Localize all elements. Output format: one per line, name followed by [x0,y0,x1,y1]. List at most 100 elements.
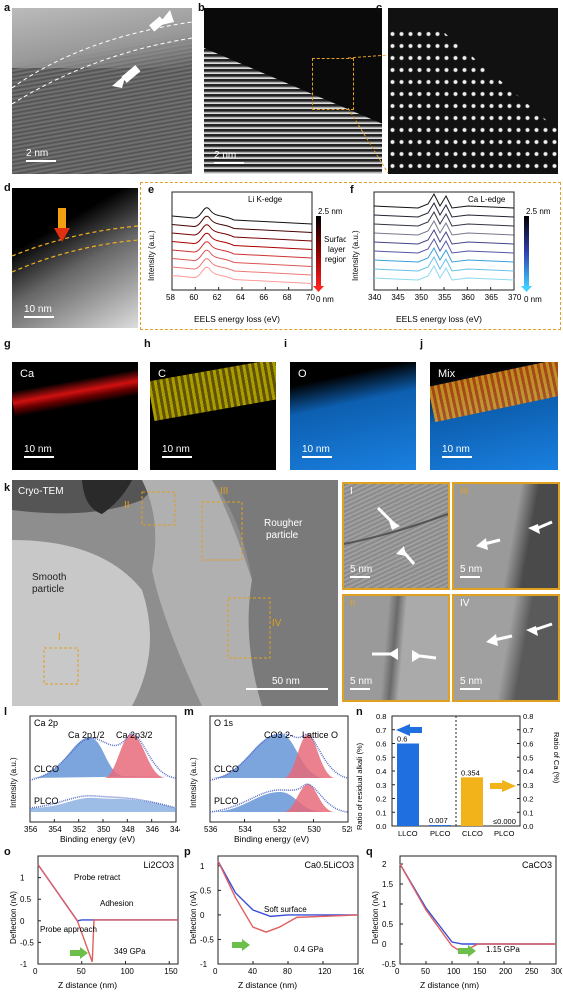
x-tick-label: 300 [551,967,562,976]
y-tick-label: 0 [200,911,205,920]
afm-title: Ca0.5LiCO3 [304,860,354,870]
afm-annotation: 1.15 GPa [486,945,520,954]
y-tick-label: 0.5 [382,920,394,929]
region-III-label: III [220,486,229,497]
bar-value-label: 0.007 [429,816,448,825]
region-I-label: I [58,632,61,643]
xps-m-peak1: CO3 2- [264,730,293,740]
bar-category-label: CLCO [462,829,483,838]
map-mix-label: Mix [438,368,456,380]
xps-l-xlabel: Binding energy (eV) [60,834,135,844]
afm-annotation: Adhesion [100,899,133,908]
eels-f-ylabel: Intensity (a.u.) [351,230,360,281]
afm-series-1 [399,863,556,953]
y-tick-label: -1 [200,960,208,969]
y-tick-label: -0.5 [200,935,214,944]
y2-tick-label: 0.7 [523,726,533,735]
y-tick-label: 0.0 [376,822,386,831]
afm-chart-q: 05010015020025030021.510.50-0.5CaCO3Defl… [371,855,562,990]
y-tick-label: 0.1 [376,808,386,817]
panel-label-f: f [350,184,354,196]
x-tick-label: 40 [248,967,257,976]
y-tick-label: 0.4 [376,767,386,776]
plot-frame [399,855,557,965]
tick-label: 352 [73,825,87,834]
bar-value-label: 0.354 [461,768,480,777]
afm-ylabel: Deflection (nA) [371,891,380,944]
y-tick-label: 0 [20,917,25,926]
y2-tick-label: 0.2 [523,795,533,804]
xps-m-row1: CLCO [214,764,239,774]
scalebar-kI: 5 nm [350,564,372,578]
tick-label: 360 [461,293,475,302]
eels-f-spectrum [373,255,515,272]
tem-image-a: 2 nm [12,8,192,174]
arrow-right-icon [502,780,516,792]
green-arrow-icon [70,950,80,956]
eels-e-spectrum [171,266,313,284]
xps-l-title: Ca 2p [34,718,58,728]
bar-value-label: 0.6 [397,735,407,744]
y2-tick-label: 0.3 [523,781,533,790]
y-tick-label: 0.3 [376,781,386,790]
tick-label: 58 [166,293,175,302]
panel-label-i: i [284,338,288,350]
tick-label: 348 [121,825,135,834]
smooth-label-2: particle [32,584,65,595]
bar-llco-0 [397,743,419,826]
panel-label-j: j [420,338,424,350]
x-tick-label: 0 [395,967,400,976]
zoom-panel-III: III 5 nm [452,482,560,590]
rough-label-2: particle [266,530,299,541]
zoom-panel-II: II 5 nm [342,594,450,702]
tick-label: 528 [342,825,352,834]
scalebar-a: 2 nm [26,148,56,162]
tick-label: 70 [306,293,315,302]
x-tick-label: 100 [447,967,461,976]
map-c-label: C [158,368,166,380]
afm-annotation: Probe retract [74,873,121,882]
y-tick-label: 0.5 [376,753,386,762]
x-tick-label: 150 [473,967,487,976]
zoom-box-b [312,58,354,110]
cryo-tem-image: Cryo-TEM Smooth particle Rougher particl… [12,480,338,706]
zoom-label-IV: IV [460,598,470,609]
bar-category-label: PLCO [494,829,515,838]
eels-f-spectrum [373,228,515,245]
x-tick-label: 50 [421,967,430,976]
tick-label: 370 [508,293,522,302]
eels-chart-f: Intensity (a.u.) Ca L-edge 340 345 350 355 3… [351,191,551,324]
eels-f-spectrum [373,192,515,209]
afm-series-1 [37,864,178,963]
eels-e-note-2: layer [328,245,346,254]
tick-label: 345 [391,293,405,302]
xps-chart-l: Ca 2p Ca 2p1/2 Ca 2p3/2 CLCO PLCO Intens… [9,715,180,844]
eels-f-spectrum [373,264,515,281]
xps-m-row2: PLCO [214,796,239,806]
y2-tick-label: 0.4 [523,767,533,776]
y2-tick-label: 0.8 [523,712,533,721]
eels-e-bar-bottom: 0 nm [316,295,334,304]
afm-series-1 [217,860,359,933]
afm-ylabel: Deflection (nA) [9,891,18,944]
panel-label-k: k [4,482,11,494]
zoom-label-III: III [460,486,469,497]
green-arrow-head [468,945,476,957]
y-tick-label: 0 [382,940,387,949]
afm-xlabel: Z distance (nm) [238,980,297,990]
eels-f-bar-top: 2.5 nm [526,207,551,216]
y-tick-label: 0.5 [200,886,212,895]
rough-label-1: Rougher [264,518,303,529]
panel-label-c: c [376,2,383,14]
scalebar-d: 10 nm [24,304,54,318]
green-arrow-head [242,939,250,951]
tick-label: 64 [236,293,245,302]
tick-label: 350 [415,293,429,302]
panel-label-d: d [4,182,11,194]
eels-e-spectrum [171,258,313,276]
bar-chart-n: 0.6 LLCO 0.007 PLCO 0.354 CLCO ≤0.000 PLCO 0.0 0… [355,712,561,838]
x-tick-label: 200 [499,967,513,976]
x-tick-label: 50 [77,967,86,976]
bar-value-label: ≤0.000 [493,817,516,826]
xps-m-ylabel: Intensity (a.u.) [189,757,198,808]
